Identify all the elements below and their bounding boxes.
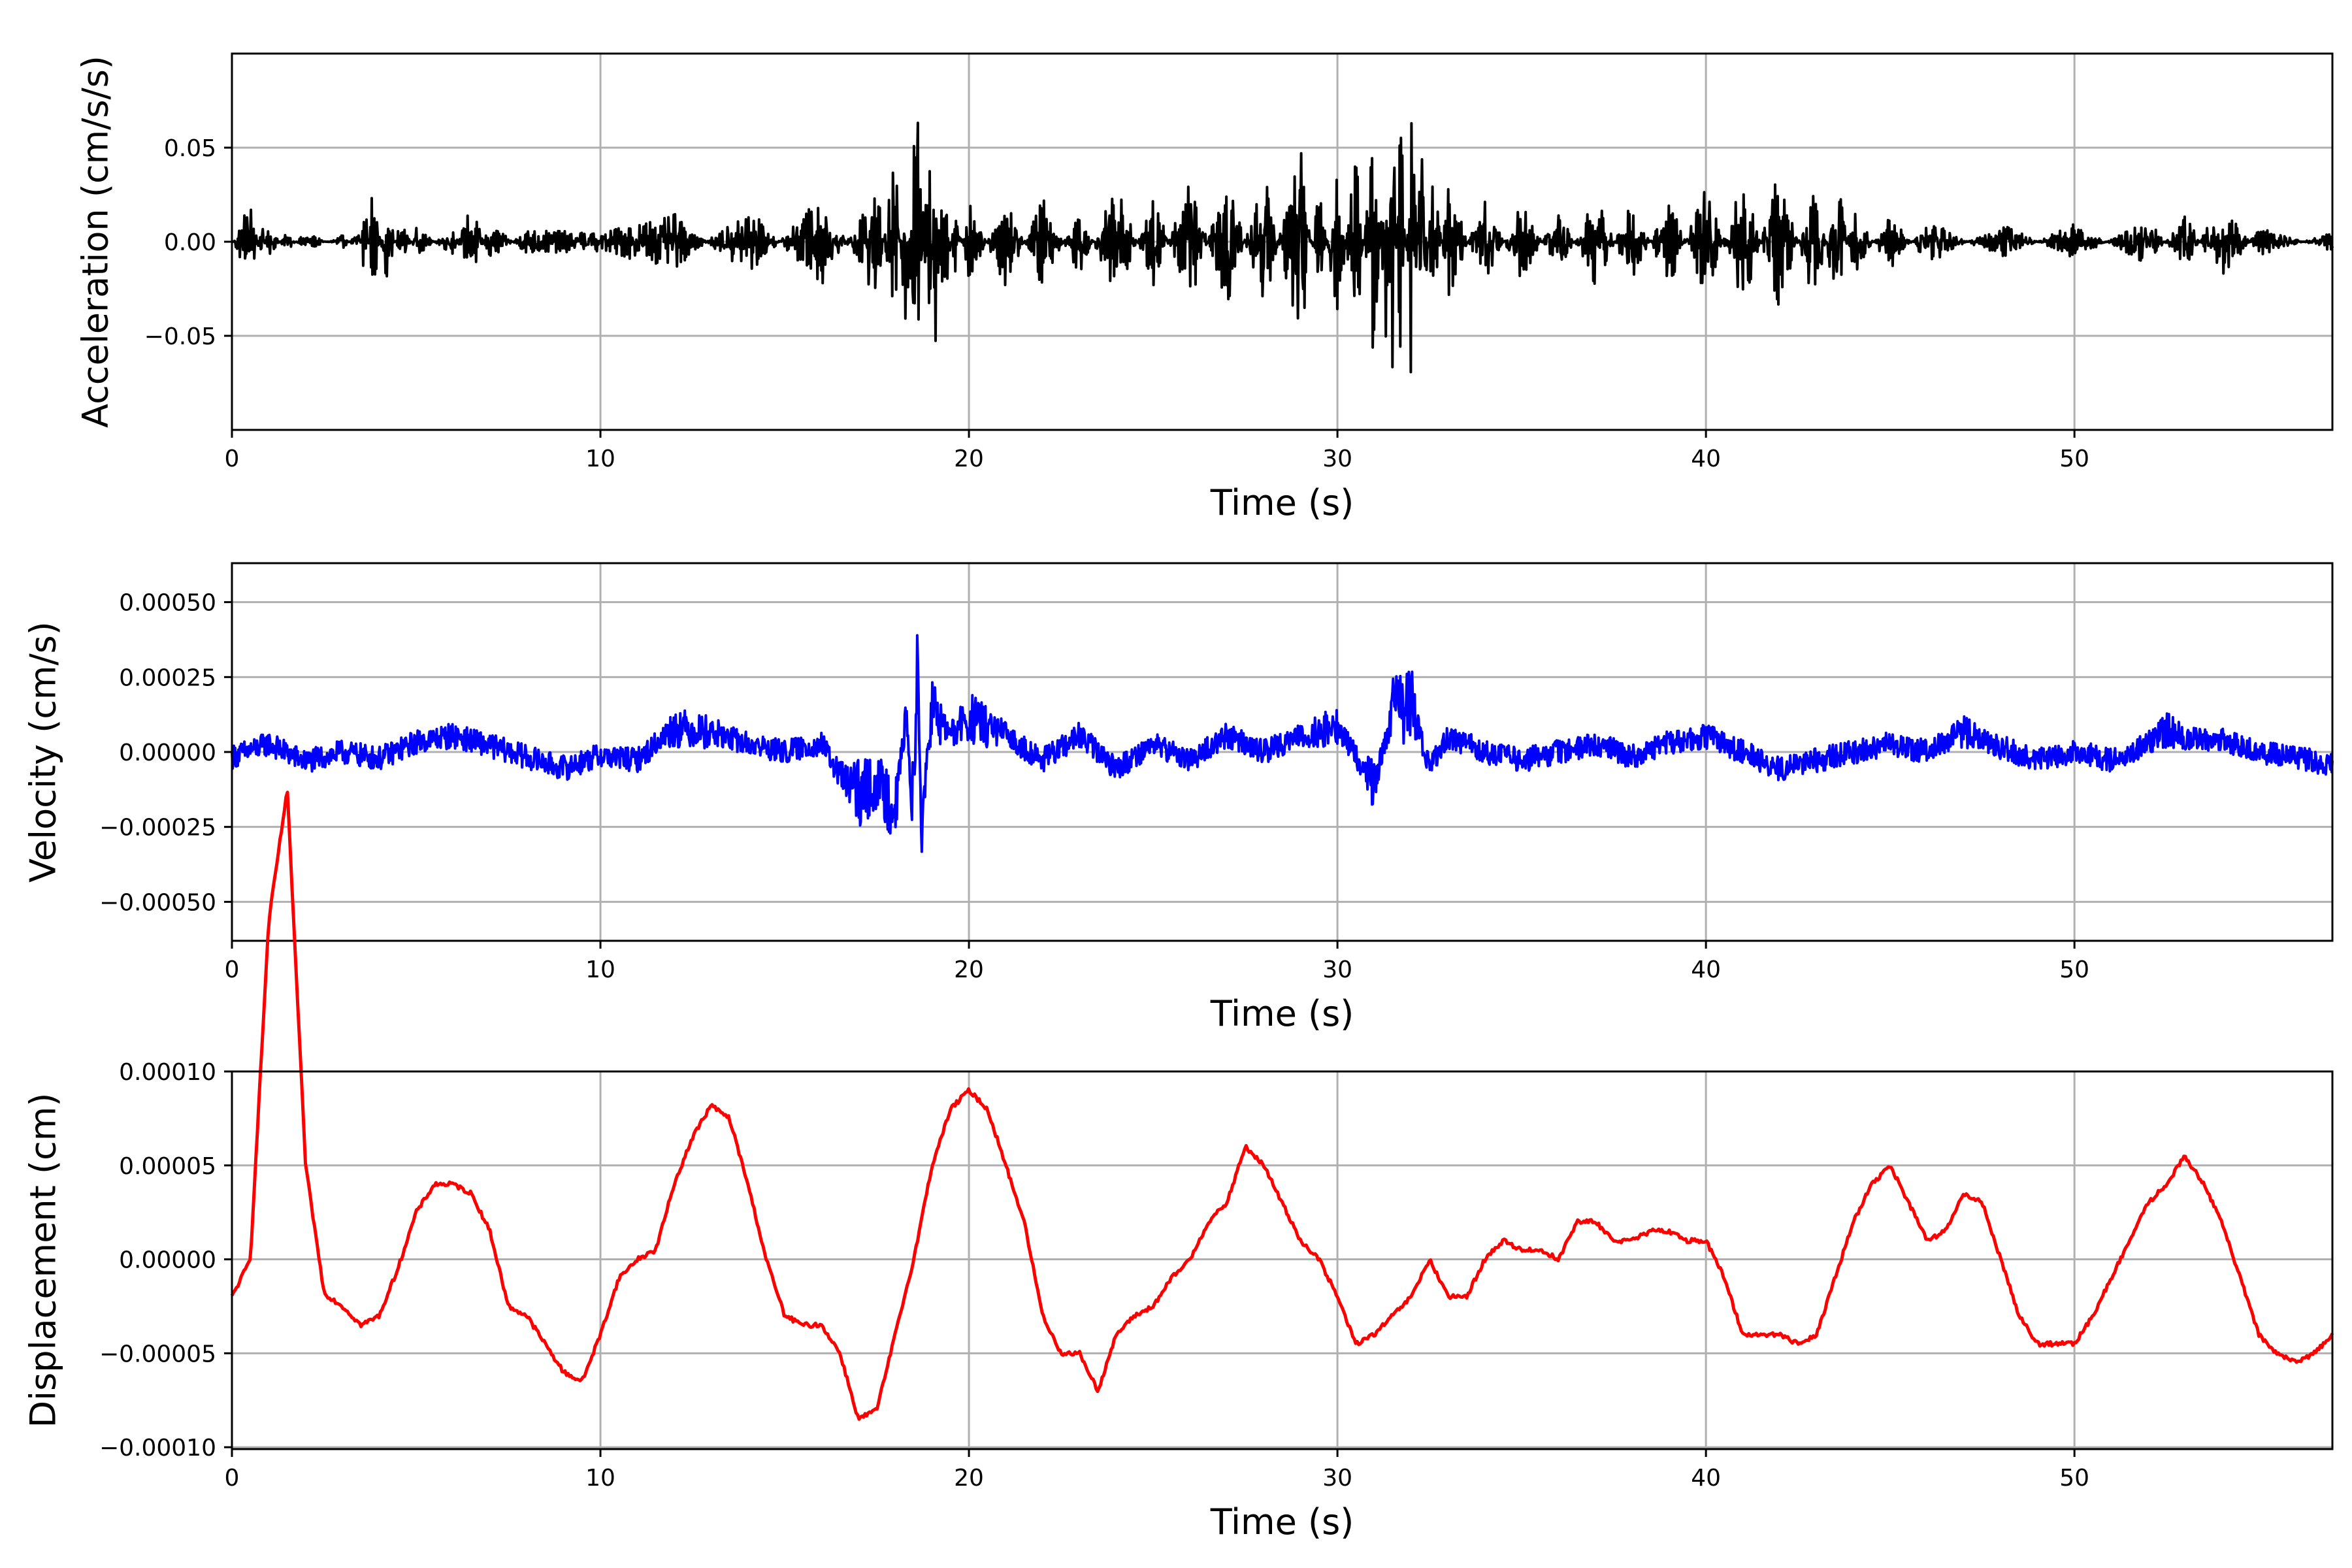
acceleration-y-tick-label: −0.05 bbox=[144, 323, 216, 350]
velocity-y-tick-label: −0.00050 bbox=[99, 889, 216, 916]
velocity-y-tick-label: 0.00050 bbox=[119, 590, 216, 617]
velocity-y-tick-label: 0.00000 bbox=[119, 740, 216, 766]
displacement-x-tick-label: 10 bbox=[585, 1465, 615, 1492]
displacement-x-tick-label: 30 bbox=[1322, 1465, 1352, 1492]
displacement-panel: 0 10 20 30 40 50 0.00010 0.00005 0.00000 −0.0000… bbox=[23, 791, 2334, 1543]
velocity-x-tick-label: 0 bbox=[225, 956, 240, 983]
velocity-x-tick-label: 10 bbox=[585, 956, 615, 983]
acceleration-x-tick-label: 50 bbox=[2059, 446, 2089, 472]
acceleration-y-axis-label: Acceleration (cm/s/s) bbox=[75, 56, 116, 428]
acceleration-x-tick-label: 30 bbox=[1322, 446, 1352, 472]
displacement-x-tick-label: 40 bbox=[1691, 1465, 1721, 1492]
displacement-x-ticks: 0 10 20 30 40 50 bbox=[225, 1449, 2089, 1492]
displacement-y-ticks: 0.00010 0.00005 0.00000 −0.00005 −0.00010 bbox=[99, 1059, 232, 1462]
displacement-y-tick-label: −0.00010 bbox=[99, 1435, 216, 1462]
velocity-y-tick-label: 0.00025 bbox=[119, 664, 216, 691]
acceleration-x-tick-label: 0 bbox=[225, 446, 240, 472]
displacement-x-tick-label: 0 bbox=[225, 1465, 240, 1492]
velocity-y-tick-label: −0.00025 bbox=[99, 815, 216, 841]
velocity-x-tick-label: 30 bbox=[1322, 956, 1352, 983]
velocity-trace bbox=[231, 634, 2334, 853]
velocity-x-tick-label: 20 bbox=[954, 956, 984, 983]
acceleration-x-tick-label: 20 bbox=[954, 446, 984, 472]
acceleration-x-ticks: 0 10 20 30 40 50 bbox=[225, 430, 2089, 472]
displacement-x-axis-label: Time (s) bbox=[1210, 1501, 1354, 1543]
acceleration-x-tick-label: 10 bbox=[585, 446, 615, 472]
acceleration-y-tick-label: 0.00 bbox=[164, 229, 216, 256]
displacement-trace bbox=[230, 791, 2334, 1421]
displacement-y-tick-label: 0.00010 bbox=[119, 1059, 216, 1086]
acceleration-panel: 0 10 20 30 40 50 0.05 0.00 −0.05 Time (s) Accel… bbox=[75, 52, 2334, 523]
velocity-x-axis-label: Time (s) bbox=[1210, 993, 1354, 1034]
acceleration-y-ticks: 0.05 0.00 −0.05 bbox=[144, 135, 232, 350]
velocity-y-axis-label: Velocity (cm/s) bbox=[23, 621, 64, 883]
acceleration-trace bbox=[231, 122, 2334, 374]
velocity-x-ticks: 0 10 20 30 40 50 bbox=[225, 941, 2089, 983]
acceleration-x-axis-label: Time (s) bbox=[1210, 482, 1354, 523]
displacement-y-tick-label: −0.00005 bbox=[99, 1341, 216, 1367]
displacement-x-tick-label: 50 bbox=[2059, 1465, 2089, 1492]
displacement-y-tick-label: 0.00000 bbox=[119, 1247, 216, 1274]
acceleration-y-tick-label: 0.05 bbox=[164, 135, 216, 162]
velocity-panel: 0 10 20 30 40 50 0.00050 0.00025 0.00000 −0.0002… bbox=[23, 562, 2334, 1034]
acceleration-x-tick-label: 40 bbox=[1691, 446, 1721, 472]
displacement-y-axis-label: Displacement (cm) bbox=[23, 1093, 64, 1428]
displacement-y-tick-label: 0.00005 bbox=[119, 1153, 216, 1180]
velocity-x-tick-label: 50 bbox=[2059, 956, 2089, 983]
velocity-x-tick-label: 40 bbox=[1691, 956, 1721, 983]
displacement-x-tick-label: 20 bbox=[954, 1465, 984, 1492]
velocity-y-ticks: 0.00050 0.00025 0.00000 −0.00025 −0.00050 bbox=[99, 590, 232, 916]
